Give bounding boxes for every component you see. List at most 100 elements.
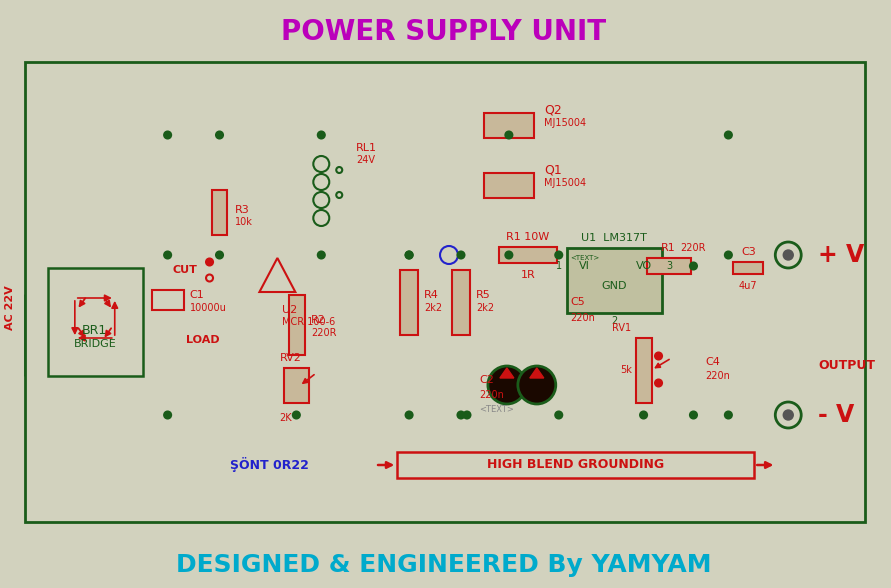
Text: 220n: 220n [479,390,503,400]
Circle shape [725,252,732,259]
Circle shape [206,259,213,266]
Polygon shape [500,368,514,378]
Text: MCR 100-6: MCR 100-6 [282,317,336,327]
Bar [452,270,470,335]
Bar [484,173,534,198]
Text: HIGH BLEND GROUNDING: HIGH BLEND GROUNDING [487,459,665,472]
Circle shape [314,174,330,190]
Text: CUT: CUT [173,265,198,275]
Text: <TEXT>: <TEXT> [570,255,600,261]
Circle shape [505,132,512,139]
Circle shape [318,132,325,139]
Bar [635,338,651,403]
Text: R3: R3 [234,205,249,215]
Text: GND: GND [601,281,627,291]
Circle shape [164,412,171,419]
Text: R4: R4 [424,290,439,300]
Polygon shape [530,368,544,378]
Bar [284,368,309,403]
Circle shape [783,250,793,260]
Bar [151,290,184,310]
Bar [400,270,418,335]
Text: Q1: Q1 [544,163,561,176]
Circle shape [293,412,300,419]
Text: VI: VI [579,261,590,271]
Text: U2: U2 [282,305,298,315]
Text: MJ15004: MJ15004 [544,118,586,128]
Bar [647,258,691,274]
Text: R5: R5 [476,290,491,300]
Text: - V: - V [818,403,854,427]
Bar [25,62,865,522]
Circle shape [725,132,732,139]
Circle shape [216,252,223,259]
Text: RL1: RL1 [356,143,377,153]
Text: RV1: RV1 [612,323,632,333]
Text: Q2: Q2 [544,103,561,116]
Bar [290,295,306,355]
Text: AC 22V: AC 22V [5,286,15,330]
Circle shape [463,412,470,419]
Text: 220R: 220R [681,243,707,253]
Text: C3: C3 [741,247,756,257]
Text: C1: C1 [190,290,204,300]
Circle shape [405,252,413,259]
Text: 24V: 24V [356,155,375,165]
Circle shape [336,167,342,173]
Circle shape [725,412,732,419]
Text: MJ15004: MJ15004 [544,178,586,188]
Text: 1: 1 [556,261,562,271]
Polygon shape [259,258,295,292]
Circle shape [206,275,213,282]
Circle shape [505,252,512,259]
Circle shape [318,252,325,259]
Circle shape [655,379,662,386]
Bar [48,268,143,376]
Text: 2k2: 2k2 [424,303,442,313]
Text: OUTPUT: OUTPUT [818,359,875,372]
Text: LOAD: LOAD [186,335,219,345]
Text: 2K: 2K [280,413,292,423]
Text: C4: C4 [706,357,720,367]
Text: 10000u: 10000u [190,303,226,313]
Text: R1 10W: R1 10W [506,232,550,242]
Circle shape [555,412,562,419]
Text: R2: R2 [311,315,326,325]
Circle shape [783,410,793,420]
Text: R1: R1 [661,243,676,253]
Circle shape [488,366,526,404]
Text: 10k: 10k [234,217,252,227]
Circle shape [164,132,171,139]
Text: C2: C2 [479,375,494,385]
Circle shape [405,252,413,259]
Circle shape [336,192,342,198]
Circle shape [314,210,330,226]
Bar [397,452,755,478]
Bar [211,190,227,235]
Circle shape [314,156,330,172]
Text: + V: + V [818,243,864,267]
Text: DESIGNED & ENGINEERED By YAMYAM: DESIGNED & ENGINEERED By YAMYAM [176,553,712,577]
Circle shape [690,262,697,269]
Bar [484,113,534,138]
Bar [733,262,764,274]
Circle shape [655,352,662,359]
Text: 2: 2 [611,316,617,326]
Circle shape [216,132,223,139]
Bar [567,248,661,313]
Text: 2k2: 2k2 [476,303,495,313]
Circle shape [690,412,697,419]
Text: 4u7: 4u7 [739,281,757,291]
Circle shape [457,412,464,419]
Bar [499,247,557,263]
Circle shape [314,192,330,208]
Text: <TEXT>: <TEXT> [479,406,514,415]
Circle shape [405,412,413,419]
Text: 220n: 220n [571,313,595,323]
Circle shape [640,412,647,419]
Text: U1  LM317T: U1 LM317T [581,233,647,243]
Circle shape [518,366,556,404]
Circle shape [164,252,171,259]
Text: 220n: 220n [706,371,731,381]
Text: POWER SUPPLY UNIT: POWER SUPPLY UNIT [282,18,607,46]
